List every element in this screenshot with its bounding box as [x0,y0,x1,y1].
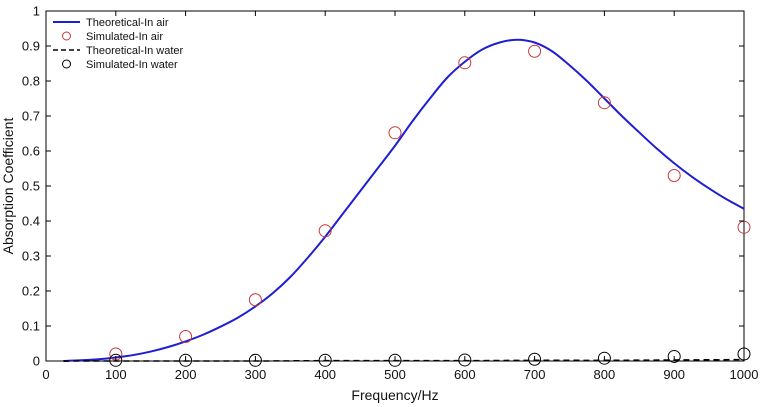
x-tick-label: 800 [594,367,616,382]
y-tick-label: 0.7 [22,109,40,124]
data-point-simulated-water [318,353,332,367]
y-axis-title: Absorption Coefficient [0,118,16,255]
y-tick-label: 0.3 [22,249,40,264]
legend: Theoretical-In air Simulated-In air Theore… [53,17,184,71]
x-tick-label: 200 [175,367,197,382]
data-point-simulated-water [528,352,542,366]
legend-label: Simulated-In air [86,31,163,43]
legend-label: Theoretical-In water [86,45,184,57]
data-point-simulated-air [318,224,332,238]
x-tick-label: 300 [245,367,267,382]
data-point-simulated-air [528,44,542,58]
legend-label: Simulated-In water [86,59,178,71]
data-point-simulated-water [248,353,262,367]
legend-label: Theoretical-In air [86,17,169,29]
y-tick-label: 0.9 [22,39,40,54]
series-line-theoretical-air [63,38,745,362]
x-axis-ticks: 0 100 200 300 400 500 600 700 800 900 1000 [42,11,758,382]
data-point-simulated-water [179,353,193,367]
x-tick-label: 0 [42,367,49,382]
x-tick-label: 700 [524,367,546,382]
data-point-simulated-air [458,56,472,70]
y-tick-label: 0.2 [22,284,40,299]
x-tick-label: 1000 [730,367,759,382]
y-tick-label: 0.1 [22,319,40,334]
data-point-simulated-air [388,126,402,140]
y-tick-label: 0.8 [22,74,40,89]
data-point-simulated-water [667,349,681,363]
data-point-simulated-air [179,330,193,343]
x-tick-label: 500 [384,367,406,382]
y-tick-label: 0.4 [22,214,40,229]
y-tick-label: 0.5 [22,179,40,194]
x-tick-label: 400 [314,367,336,382]
legend-swatch-circle [62,59,71,69]
x-axis-title: Frequency/Hz [351,387,438,403]
x-tick-label: 900 [663,367,685,382]
data-point-simulated-water [109,353,123,367]
series-layer [63,38,751,367]
data-point-simulated-water [597,351,611,365]
data-point-simulated-air [667,169,681,182]
y-tick-label: 1 [33,4,40,19]
y-tick-label: 0 [33,354,40,369]
x-tick-label: 100 [105,367,127,382]
data-point-simulated-air [597,96,611,110]
data-point-simulated-water [388,353,402,367]
x-tick-label: 600 [454,367,476,382]
y-axis-ticks: 0 0.1 0.2 0.3 0.4 0.5 0.6 0.7 0.8 0.9 1 [22,4,744,369]
data-point-simulated-water [458,353,472,367]
data-point-simulated-air [248,293,262,307]
legend-swatch-circle [62,31,71,41]
y-tick-label: 0.6 [22,144,40,159]
